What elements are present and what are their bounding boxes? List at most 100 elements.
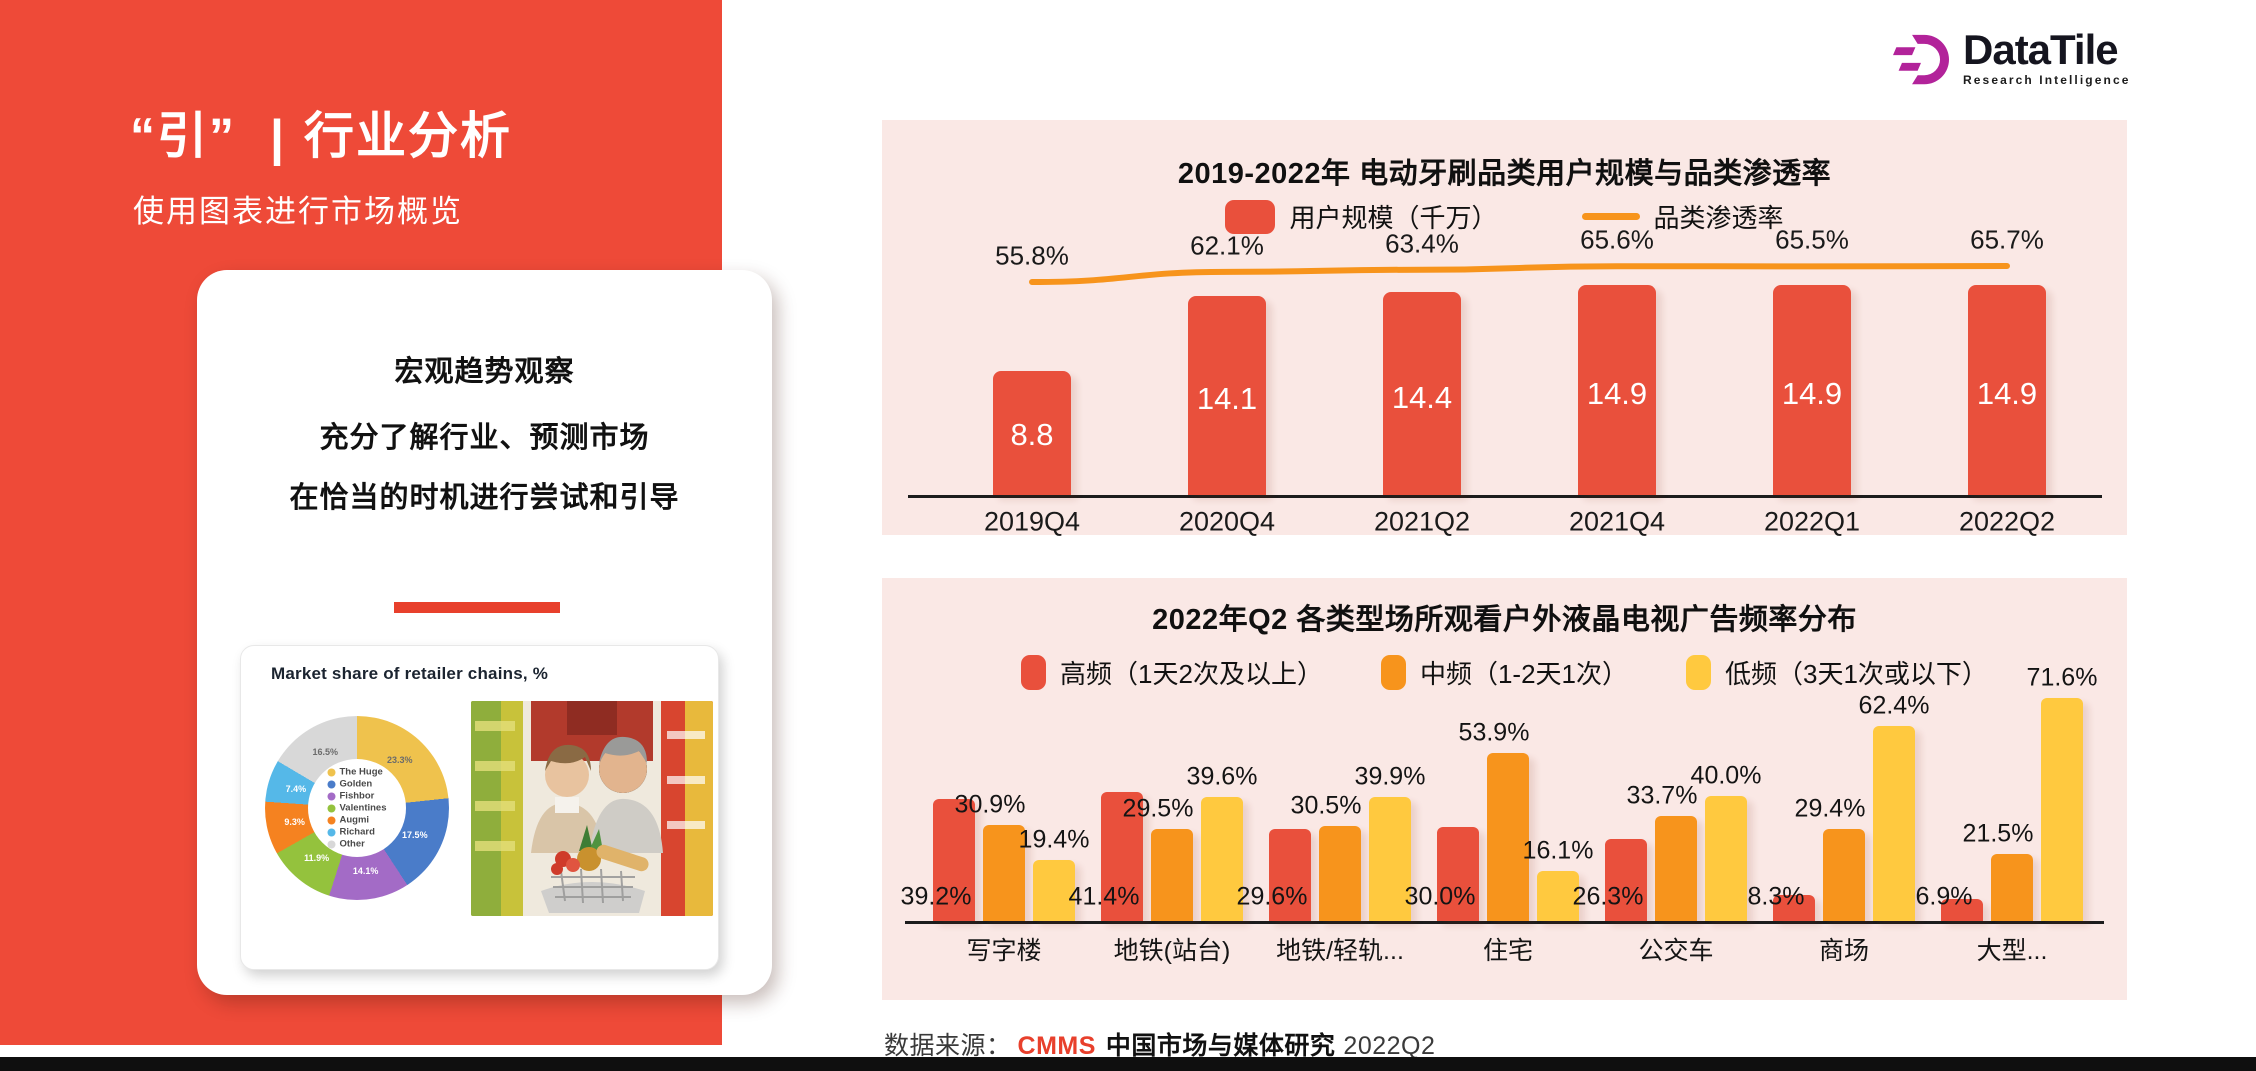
chart2-bar — [1605, 839, 1647, 921]
chart2-bar-value: 29.4% — [1794, 794, 1866, 823]
source-abbr: CMMS — [1017, 1032, 1096, 1060]
donut-legend: The Huge Golden Fishbor Valentines Augmi Rich… — [327, 766, 387, 850]
chart2-bar — [1369, 797, 1411, 921]
legend-bar-chip — [1225, 199, 1276, 234]
donut-chart: The Huge Golden Fishbor Valentines Augmi Rich… — [265, 716, 449, 900]
chart2-bar — [933, 799, 975, 921]
chart2-bar-value: 41.4% — [1068, 882, 1140, 911]
chart1-x-tick: 2021Q4 — [1568, 506, 1666, 537]
chart1-bar — [993, 371, 1071, 495]
donut-legend-label: Fishbor — [339, 790, 375, 802]
chart2-bar-value: 33.7% — [1626, 781, 1698, 810]
market-share-card: Market share of retailer chains, % The H… — [240, 645, 719, 970]
datatile-logo-text: DataTile Research Intelligence — [1963, 26, 2131, 88]
chart1-x-tick: 2019Q4 — [983, 506, 1081, 537]
donut-legend-item: Augmi — [327, 814, 387, 826]
insight-line-3: 在恰当的时机进行尝试和引导 — [289, 482, 680, 514]
chart1-bar — [1773, 285, 1851, 495]
legend-low-label: 低频（3天1次或以下） — [1725, 659, 1988, 689]
chart2-bar-value: 29.5% — [1122, 794, 1194, 823]
chart2-bar — [1033, 860, 1075, 921]
chart2-bar-value: 26.3% — [1572, 882, 1644, 911]
donut-legend-dot — [327, 840, 336, 848]
source-name: 中国市场与媒体研究 — [1105, 1032, 1336, 1060]
chart2-x-tick: 住宅 — [1482, 937, 1534, 965]
chart2-bar — [2041, 698, 2083, 921]
donut-legend-dot — [327, 768, 336, 776]
legend-low-chip — [1686, 655, 1712, 690]
chart1-bar — [1188, 296, 1266, 495]
legend-line-label: 品类渗透率 — [1653, 203, 1784, 233]
datatile-logo-icon — [1893, 34, 1949, 85]
chart1-line-value: 65.7% — [1970, 224, 2044, 255]
donut-legend-label: Valentines — [339, 802, 387, 814]
chart2-bar — [1655, 816, 1697, 921]
donut-legend-dot — [327, 792, 336, 800]
chart1-bar — [1383, 292, 1461, 495]
chart1-legend: 用户规模（千万） 品类渗透率 — [882, 198, 2127, 235]
shoppers-photo — [471, 701, 713, 916]
chart2-x-tick: 地铁(站台) — [1113, 937, 1231, 965]
chart1-x-tick: 2022Q1 — [1763, 506, 1861, 537]
chart1-x-tick: 2021Q2 — [1373, 506, 1471, 537]
chart2-bar — [1487, 753, 1529, 921]
chart2-bar — [1873, 726, 1915, 921]
source-period: 2022Q2 — [1343, 1032, 1436, 1060]
donut-slice-label: 7.4% — [285, 783, 307, 794]
chart1-title: 2019-2022年 电动牙刷品类用户规模与品类渗透率 — [1177, 158, 1832, 190]
chart2-bar — [1269, 829, 1311, 921]
chart2-bar-value: 30.5% — [1290, 791, 1362, 820]
legend-mid-chip — [1380, 655, 1406, 690]
title-text: 行业分析 — [304, 108, 512, 164]
donut-slice-label: 14.1% — [352, 866, 379, 877]
legend-high-label: 高频（1天2次及以上） — [1060, 659, 1323, 689]
chart2-legend: 高频（1天2次及以上） 中频（1-2天1次） 低频（3天1次或以下） — [882, 654, 2127, 691]
chart2-bar-value: 39.6% — [1186, 762, 1258, 791]
donut-slice-label: 11.9% — [304, 852, 330, 863]
chart2-title: 2022年Q2 各类型场所观看户外液晶电视广告频率分布 — [1152, 604, 1857, 636]
source-note: 数据来源： CMMS 中国市场与媒体研究 2022Q2 — [884, 1026, 1435, 1062]
chart1-bar — [1968, 285, 2046, 495]
donut-legend-dot — [327, 804, 336, 812]
donut-legend-label: The Huge — [339, 766, 383, 778]
chart1-line-value: 65.6% — [1580, 224, 1654, 255]
chart2-bar-value: 6.9% — [1915, 882, 1973, 911]
donut-legend-dot — [327, 828, 336, 836]
chart2-bar — [983, 825, 1025, 921]
insight-line-2: 充分了解行业、预测市场 — [319, 422, 650, 454]
donut-slice-label: 17.5% — [402, 830, 428, 841]
chart1-line-value: 65.5% — [1775, 224, 1849, 255]
chart2-bar-value: 30.9% — [954, 790, 1026, 819]
legend-high-chip — [1021, 655, 1047, 690]
chart1-bar — [1578, 285, 1656, 495]
source-prefix: 数据来源： — [884, 1032, 1012, 1060]
donut-legend-item: Other — [327, 839, 387, 850]
title-quote: “引” — [130, 108, 236, 164]
bottom-strip — [0, 1057, 2256, 1071]
chart1-line-value: 62.1% — [1190, 230, 1264, 261]
chart2-bar-value: 39.2% — [900, 882, 972, 911]
chart2-bar-value: 29.6% — [1236, 882, 1308, 911]
logo-name: DataTile — [1963, 26, 2119, 73]
legend-line-chip — [1581, 213, 1640, 220]
chart2-x-tick: 公交车 — [1638, 937, 1714, 965]
red-divider — [394, 602, 560, 613]
chart-ad-frequency-panel: 2022年Q2 各类型场所观看户外液晶电视广告频率分布 高频（1天2次及以上） … — [882, 578, 2127, 1000]
chart1-bar-value: 14.1 — [1196, 381, 1258, 417]
chart1-bar-value: 8.8 — [1010, 417, 1054, 453]
donut-hole — [308, 759, 406, 857]
donut-legend-item: Golden — [327, 779, 387, 790]
chart2-bar — [1991, 854, 2033, 921]
chart1-line-value: 55.8% — [995, 240, 1069, 271]
chart2-bar-value: 8.3% — [1747, 882, 1805, 911]
donut-legend-label: Augmi — [339, 814, 370, 826]
chart2-bar-value: 19.4% — [1018, 825, 1090, 854]
insight-line-1: 宏观趋势观察 — [394, 356, 575, 388]
legend-mid-label: 中频（1-2天1次） — [1419, 659, 1629, 689]
chart2-bar-value: 30.0% — [1404, 882, 1476, 911]
chart1-bar-value: 14.9 — [1586, 376, 1648, 412]
chart2-bar-value: 71.6% — [2026, 663, 2098, 692]
chart2-x-tick: 地铁/轻轨... — [1276, 937, 1404, 965]
chart1-x-tick: 2022Q2 — [1958, 506, 2056, 537]
